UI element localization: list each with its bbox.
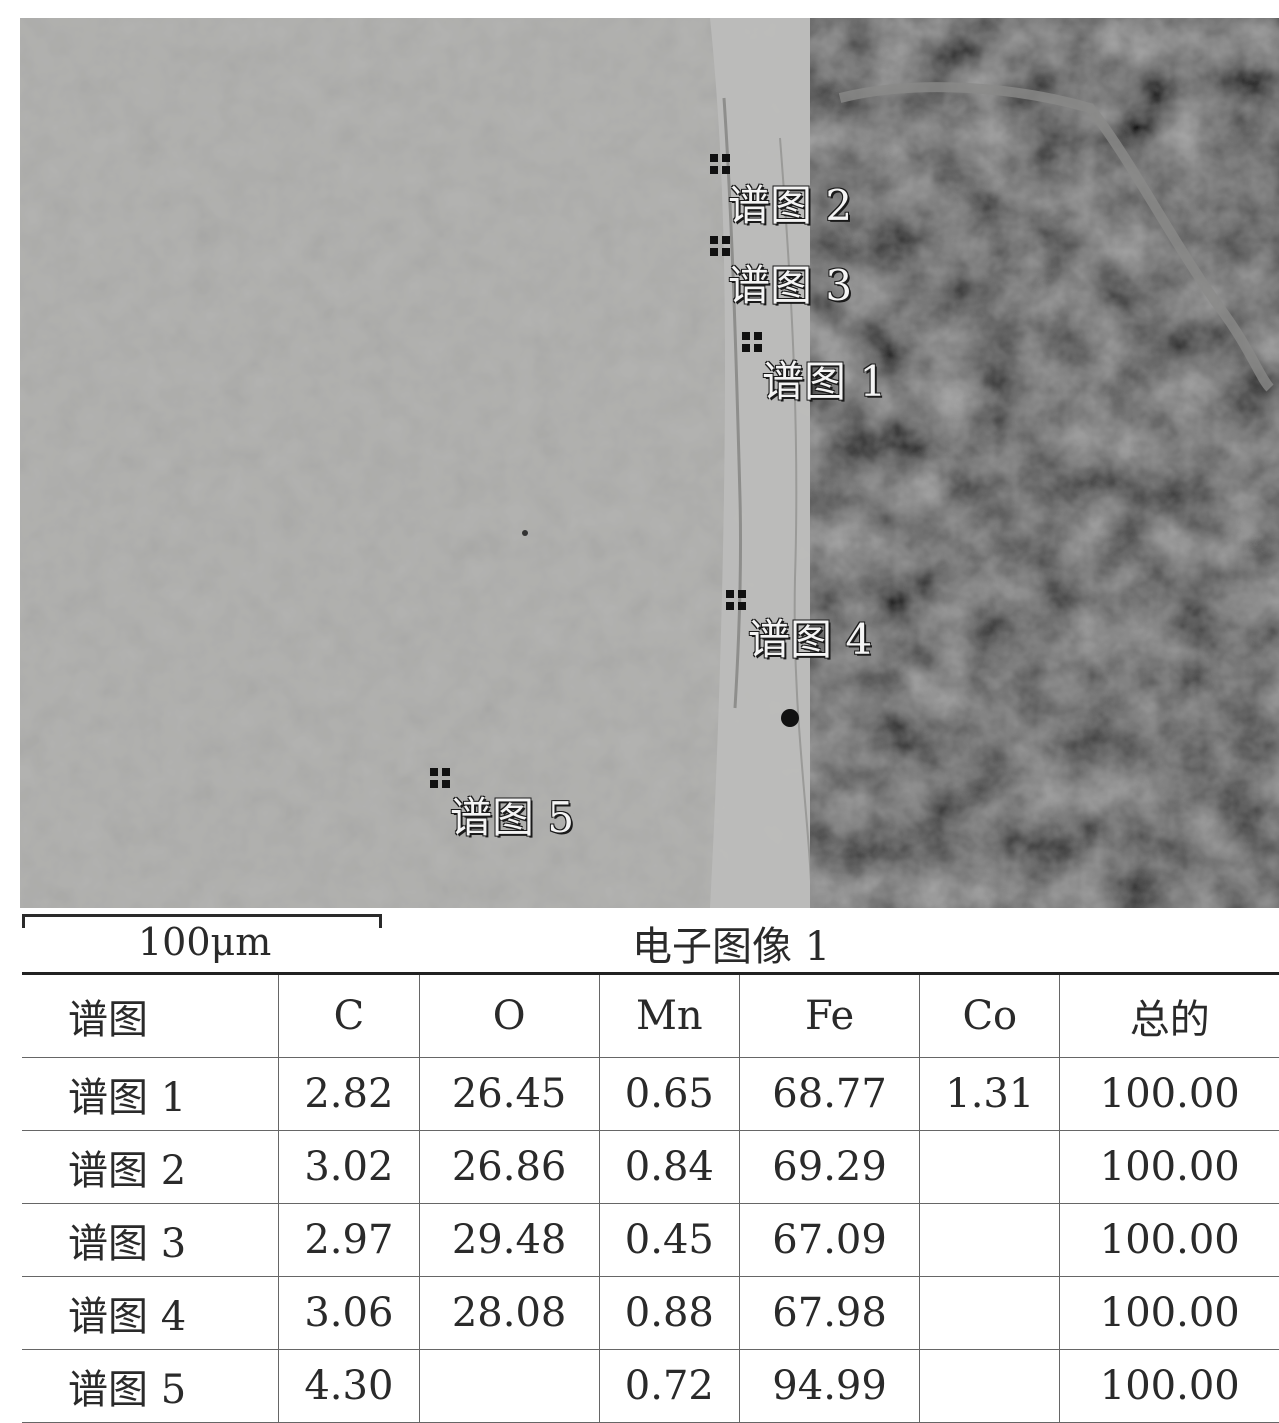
micrograph-texture xyxy=(20,18,1279,908)
table-row: 谱图 2 3.02 26.86 0.84 69.29 100.00 xyxy=(22,1130,1279,1204)
header-spectrum: 谱图 xyxy=(22,973,279,1058)
cell-co xyxy=(919,1203,1060,1277)
cell-spectrum: 谱图 1 xyxy=(22,1057,279,1131)
cell-fe: 69.29 xyxy=(739,1130,920,1204)
cell-c: 3.06 xyxy=(278,1276,420,1350)
image-caption: 电子图像 1 xyxy=(632,924,831,970)
header-total: 总的 xyxy=(1059,973,1279,1058)
scale-bar-label: 100μm xyxy=(138,920,272,964)
cell-co xyxy=(919,1130,1060,1204)
cell-total: 100.00 xyxy=(1059,1203,1279,1277)
cell-mn: 0.72 xyxy=(598,1349,740,1423)
header-fe: Fe xyxy=(739,973,920,1058)
spot-marker-3 xyxy=(710,236,732,258)
cell-c: 2.97 xyxy=(278,1203,420,1277)
sem-micrograph: 谱图 2 谱图 3 谱图 1 谱图 4 谱图 5 xyxy=(20,18,1279,908)
spot-marker-4 xyxy=(726,590,748,612)
scale-bar xyxy=(22,914,382,928)
table-row: 谱图 5 4.30 0.72 94.99 100.00 xyxy=(22,1349,1279,1423)
table-row: 谱图 3 2.97 29.48 0.45 67.09 100.00 xyxy=(22,1203,1279,1277)
cell-mn: 0.45 xyxy=(598,1203,740,1277)
spot-marker-2 xyxy=(710,154,732,176)
header-o: O xyxy=(418,973,600,1058)
cell-co: 1.31 xyxy=(919,1057,1060,1131)
cell-total: 100.00 xyxy=(1059,1130,1279,1204)
cell-total: 100.00 xyxy=(1059,1276,1279,1350)
cell-co xyxy=(919,1276,1060,1350)
spot-label-3: 谱图 3 xyxy=(728,261,853,310)
spot-marker-5 xyxy=(430,768,452,790)
cell-spectrum: 谱图 3 xyxy=(22,1203,279,1277)
cell-c: 2.82 xyxy=(278,1057,420,1131)
cell-fe: 67.09 xyxy=(739,1203,920,1277)
cell-mn: 0.88 xyxy=(598,1276,740,1350)
table-row: 谱图 1 2.82 26.45 0.65 68.77 1.31 100.00 xyxy=(22,1057,1279,1131)
cell-o: 28.08 xyxy=(418,1276,600,1350)
spot-label-2: 谱图 2 xyxy=(728,181,853,230)
table-header-row: 谱图 C O Mn Fe Co 总的 xyxy=(22,973,1279,1058)
cell-c: 3.02 xyxy=(278,1130,420,1204)
header-mn: Mn xyxy=(598,973,740,1058)
cell-o: 26.86 xyxy=(418,1130,600,1204)
cell-o: 26.45 xyxy=(418,1057,600,1131)
cell-mn: 0.84 xyxy=(598,1130,740,1204)
header-c: C xyxy=(278,973,420,1058)
cell-fe: 68.77 xyxy=(739,1057,920,1131)
cell-fe: 67.98 xyxy=(739,1276,920,1350)
spot-marker-1 xyxy=(742,332,764,354)
cell-total: 100.00 xyxy=(1059,1057,1279,1131)
cell-spectrum: 谱图 5 xyxy=(22,1349,279,1423)
cell-mn: 0.65 xyxy=(598,1057,740,1131)
spot-label-5: 谱图 5 xyxy=(450,793,575,842)
cell-spectrum: 谱图 4 xyxy=(22,1276,279,1350)
cell-total: 100.00 xyxy=(1059,1349,1279,1423)
spot-label-1: 谱图 1 xyxy=(762,357,887,406)
composition-table: 谱图 C O Mn Fe Co 总的 谱图 1 2.82 26.45 0.65 … xyxy=(22,972,1279,1423)
cell-co xyxy=(919,1349,1060,1423)
spot-label-4: 谱图 4 xyxy=(748,615,873,664)
cell-o xyxy=(418,1349,600,1423)
cell-o: 29.48 xyxy=(418,1203,600,1277)
header-co: Co xyxy=(919,973,1060,1058)
cell-spectrum: 谱图 2 xyxy=(22,1130,279,1204)
table-row: 谱图 4 3.06 28.08 0.88 67.98 100.00 xyxy=(22,1276,1279,1350)
cell-c: 4.30 xyxy=(278,1349,420,1423)
cell-fe: 94.99 xyxy=(739,1349,920,1423)
